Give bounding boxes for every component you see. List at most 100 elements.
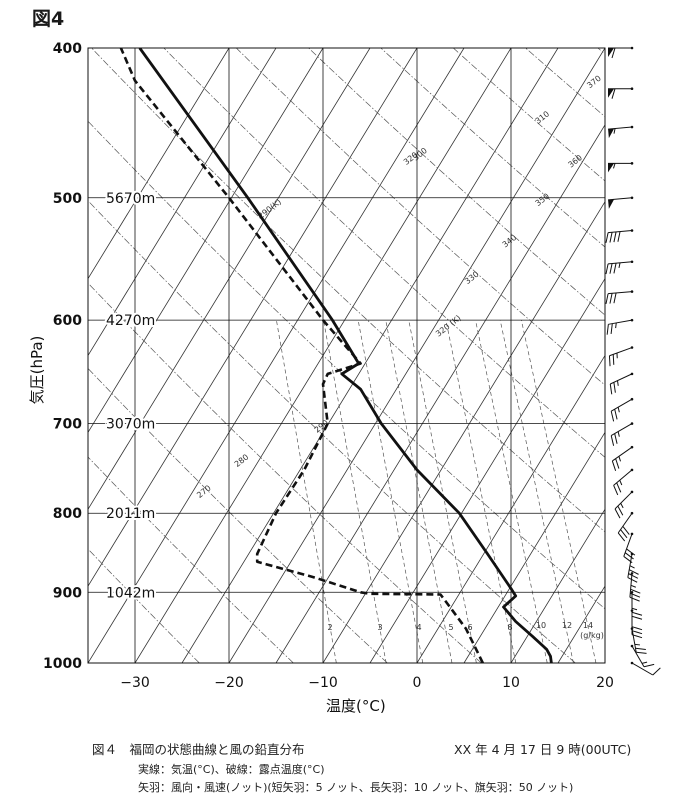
wind-barb (608, 125, 634, 139)
wind-barb-long (609, 293, 613, 304)
wind-barb-long (635, 647, 646, 650)
axes: 400 500 600 700 800 900 1000 −30 −20 −10 0 10 20 5670… (28, 41, 614, 715)
wind-barb (630, 644, 655, 668)
mixing-ratio-label: 10 (536, 621, 546, 630)
wind-barb-dot (630, 260, 634, 264)
mixing-ratio-label: 5 (448, 623, 453, 632)
wind-barb-long (631, 611, 643, 616)
caption-note-1: 実線：気温(°C)、破線：露点温度(°C) (138, 763, 325, 776)
wind-barb-long (613, 231, 617, 243)
reference-line (369, 277, 605, 663)
dry-adiabat (670, 48, 700, 663)
emagram-chart: 270280290300310320330340350360370290(K)3… (28, 41, 700, 715)
mixing-ratio-line (445, 320, 517, 663)
y-tick-label: 600 (53, 313, 82, 329)
wind-barb-staff (608, 291, 633, 295)
wind-barb-dot (630, 87, 634, 90)
dry-adiabat (88, 120, 605, 610)
wind-barb-long (611, 47, 616, 59)
dry-adiabat-label: 360 (566, 153, 584, 170)
wind-barb (609, 372, 634, 395)
wind-barb (605, 260, 634, 275)
mixing-ratio-label: (g/kg) (580, 631, 604, 640)
wind-barb-flag (608, 128, 615, 139)
wind-barb-long (628, 569, 639, 575)
caption-title: 図４ 福岡の状態曲線と風の鉛直分布 (92, 742, 305, 757)
dry-adiabat-label: 330 (463, 270, 481, 287)
reference-lines (88, 48, 700, 663)
wind-barb-dot (630, 532, 634, 536)
wind-barb-long (624, 552, 634, 560)
dry-adiabat (163, 48, 605, 458)
dry-adiabat-label: 340 (501, 233, 519, 250)
wind-barb (608, 162, 634, 173)
reference-line (88, 48, 230, 280)
wind-barb-long (610, 323, 613, 335)
dry-adiabat-label: 270 (195, 483, 213, 500)
wind-barb-short (634, 643, 641, 646)
wind-barb-short (629, 565, 635, 569)
wind-barb-short (630, 584, 636, 588)
wind-barb-flag (608, 48, 614, 57)
x-tick-label: 20 (596, 675, 614, 691)
wind-barb-dot (630, 422, 634, 425)
y-tick-label: 500 (53, 191, 82, 207)
reference-line (510, 508, 605, 663)
wind-barb-long (610, 435, 615, 446)
wind-barb-long (622, 526, 630, 535)
mixing-ratio-label: 2 (327, 623, 332, 632)
wind-barb (606, 318, 634, 335)
wind-barb-long (605, 293, 609, 304)
wind-barb-dot (630, 468, 634, 472)
wind-barb-long (610, 411, 615, 422)
mixing-ratio-line (385, 320, 453, 663)
wind-barb-long (630, 588, 641, 594)
wind-barb (611, 445, 634, 471)
height-label: 4270m (106, 313, 155, 329)
wind-barb (605, 290, 634, 304)
y-tick-label: 900 (53, 585, 82, 601)
wind-barb-dot (630, 609, 634, 612)
dry-adiabat-label: 350 (534, 192, 552, 209)
wind-barb-short (618, 262, 621, 269)
wind-barb-staff (631, 662, 654, 676)
mixing-ratio-label: 4 (416, 623, 421, 632)
wind-barb-short (617, 407, 620, 413)
reference-line (275, 124, 605, 663)
wind-barb-short (615, 322, 617, 329)
wind-barb-flag (608, 199, 615, 209)
y-tick-label: 1000 (43, 656, 82, 672)
y-tick-label: 800 (53, 506, 82, 522)
temperature-line (138, 48, 553, 663)
x-tick-label: −20 (214, 675, 244, 691)
wind-barb (610, 397, 634, 422)
y-axis-label: 気圧(hPa) (28, 336, 46, 405)
wind-barb-dot (630, 196, 634, 200)
wind-barb-short (619, 479, 623, 486)
reference-line (88, 48, 371, 511)
wind-barb-dot (630, 318, 634, 322)
wind-barb-dot (630, 511, 634, 515)
reference-line (604, 662, 605, 663)
wind-barb-staff (608, 197, 633, 201)
wind-barb (614, 490, 634, 519)
wind-barb-short (631, 607, 638, 611)
wind-barb-staff (617, 512, 633, 534)
mixing-ratio-label: 3 (377, 623, 382, 632)
height-label: 3070m (106, 417, 155, 433)
wind-barb (630, 627, 647, 654)
wind-barb-long (631, 615, 643, 620)
wind-barb (617, 511, 634, 542)
wind-barb-dot (630, 346, 634, 349)
mixing-ratio-label: 8 (507, 623, 512, 632)
mixing-ratio-label: 6 (467, 623, 472, 632)
figure-label: 図4 (32, 8, 65, 30)
wind-barb (608, 46, 634, 59)
wind-barb-long (605, 263, 609, 275)
mixing-ratio-line (323, 320, 387, 663)
wind-barb-dot (630, 644, 634, 648)
wind-barb (613, 468, 634, 496)
wind-barb-dot (630, 397, 634, 401)
wind-barb-long (609, 383, 613, 395)
wind-barb (608, 87, 634, 99)
